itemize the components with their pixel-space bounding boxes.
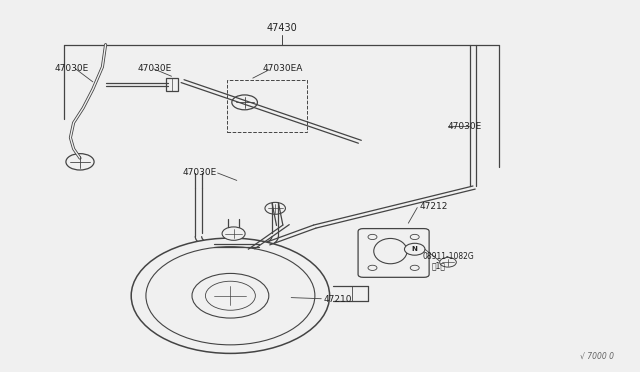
Text: 47030EA: 47030EA [262,64,303,73]
Text: 47430: 47430 [266,23,297,33]
Text: 47030E: 47030E [138,64,172,73]
Text: √ 7000 0: √ 7000 0 [580,352,614,361]
Text: （1）: （1） [432,262,446,270]
Text: 47030E: 47030E [54,64,89,73]
Ellipse shape [374,238,407,264]
Circle shape [66,154,94,170]
Text: N: N [412,246,418,252]
Text: 08911-1082G: 08911-1082G [422,252,474,261]
Circle shape [232,95,257,110]
Circle shape [440,257,456,267]
Text: 47030E: 47030E [448,122,483,131]
Text: 47212: 47212 [419,202,447,211]
Circle shape [410,265,419,270]
Text: 47030E: 47030E [182,169,217,177]
Circle shape [410,234,419,240]
Circle shape [146,247,315,345]
FancyBboxPatch shape [358,228,429,278]
Circle shape [192,273,269,318]
Text: 47210: 47210 [323,295,352,304]
Circle shape [368,265,377,270]
FancyBboxPatch shape [166,78,178,91]
Circle shape [368,234,377,240]
Circle shape [265,202,285,214]
Circle shape [404,243,425,255]
Circle shape [131,238,330,353]
Circle shape [222,227,245,240]
